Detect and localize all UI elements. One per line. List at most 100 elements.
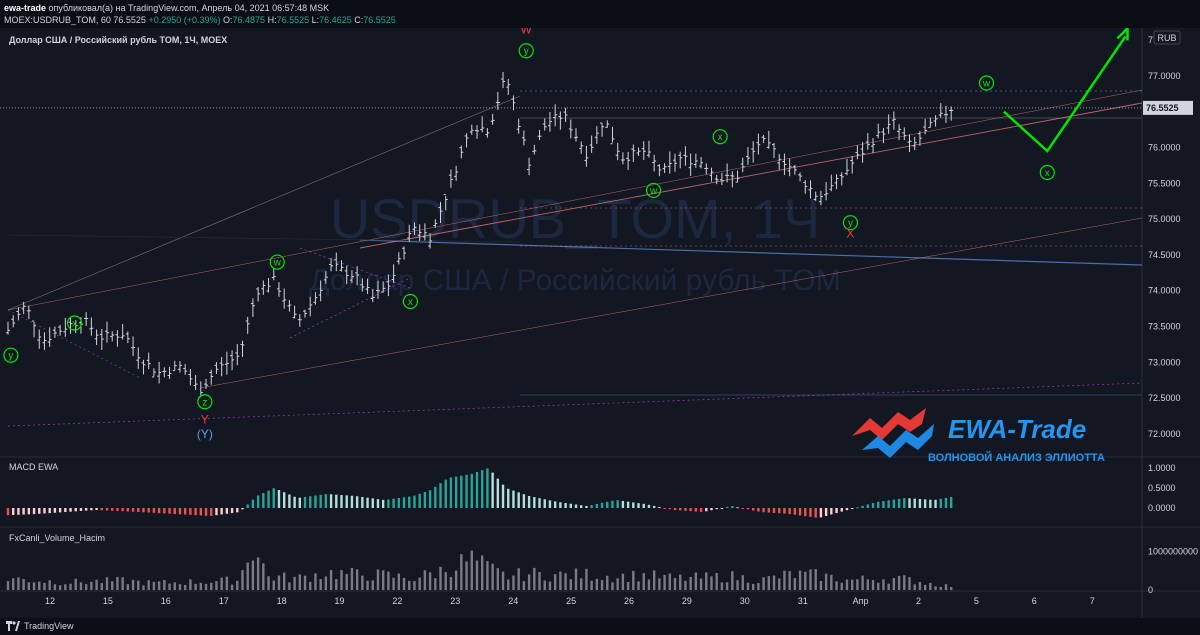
time-tick-label: 18 bbox=[277, 596, 287, 606]
macd-bar bbox=[897, 498, 901, 508]
time-tick-label: 24 bbox=[508, 596, 518, 606]
macd-bar bbox=[767, 508, 771, 513]
volume-bar bbox=[496, 568, 500, 590]
price-tick-label: 73.5000 bbox=[1148, 322, 1181, 332]
macd-bar bbox=[621, 500, 625, 508]
volume-bar bbox=[48, 580, 51, 590]
chart-svg[interactable]: USDRUB_TOM, 1Ч Доллар США / Российский ру… bbox=[0, 7, 1200, 618]
macd-bar bbox=[798, 508, 802, 516]
macd-bar bbox=[564, 503, 567, 508]
time-tick-label: 22 bbox=[392, 596, 402, 606]
macd-bar bbox=[673, 508, 677, 511]
macd-tick-label: 0.0000 bbox=[1148, 503, 1176, 513]
macd-bar bbox=[486, 468, 489, 508]
macd-tick-label: 1.0000 bbox=[1148, 463, 1176, 473]
macd-bar bbox=[376, 499, 380, 508]
macd-bar bbox=[918, 499, 922, 508]
author-name[interactable]: ewa-trade bbox=[4, 3, 47, 13]
macd-bar bbox=[178, 508, 182, 515]
macd-bar bbox=[53, 508, 57, 513]
trend-line bbox=[7, 234, 521, 243]
macd-bar bbox=[309, 496, 312, 508]
macd-bar bbox=[105, 508, 109, 511]
macd-legend: MACD EWA bbox=[9, 462, 59, 472]
volume-bar bbox=[298, 574, 302, 590]
wave-label-circle bbox=[3, 347, 19, 363]
time-tick-label: 2 bbox=[916, 596, 921, 606]
volume-bar bbox=[642, 573, 645, 590]
volume-bar bbox=[350, 567, 354, 590]
volume-bar bbox=[486, 561, 489, 590]
macd-bar bbox=[27, 508, 31, 515]
volume-bar bbox=[173, 582, 176, 590]
macd-bar bbox=[241, 508, 244, 510]
chart-area[interactable]: USDRUB_TOM, 1Ч Доллар США / Российский ру… bbox=[0, 7, 1200, 618]
volume-bar bbox=[43, 582, 46, 590]
volume-bar bbox=[632, 570, 635, 590]
volume-bar bbox=[871, 580, 875, 590]
volume-bar bbox=[923, 584, 927, 590]
volume-bar bbox=[757, 582, 760, 590]
macd-bar bbox=[58, 508, 62, 513]
volume-bar bbox=[512, 575, 515, 590]
wave-label: w bbox=[649, 186, 658, 197]
macd-bar bbox=[850, 508, 854, 509]
wave-label: x bbox=[1045, 168, 1050, 179]
macd-bar bbox=[340, 495, 343, 508]
volume-bar bbox=[53, 584, 57, 590]
wave-label-circle bbox=[645, 182, 662, 199]
macd-bar bbox=[79, 508, 83, 511]
macd-bar bbox=[788, 508, 791, 514]
wave-label: Y bbox=[201, 413, 209, 427]
macd-bar bbox=[470, 473, 473, 508]
wave-label: y bbox=[524, 46, 529, 57]
volume-tick-label: 0 bbox=[1148, 585, 1153, 595]
volume-bar bbox=[517, 568, 520, 590]
trend-line bbox=[359, 239, 1143, 266]
volume-bar bbox=[663, 574, 666, 590]
volume-bar bbox=[251, 560, 255, 590]
volume-tick-label: 1000000000 bbox=[1148, 546, 1198, 556]
volume-bar bbox=[199, 582, 203, 590]
macd-bar bbox=[12, 508, 15, 515]
macd-bar bbox=[454, 476, 458, 508]
macd-bar bbox=[580, 505, 583, 508]
volume-bar bbox=[465, 561, 468, 590]
macd-bar bbox=[298, 497, 302, 508]
volume-bar bbox=[152, 581, 156, 590]
volume-bar bbox=[798, 570, 802, 590]
macd-bar bbox=[444, 479, 447, 508]
volume-bar bbox=[590, 580, 593, 590]
symbol-line: MOEX:USDRUB_TOM, 60 76.5525 +0.2950 (+0.… bbox=[4, 15, 396, 25]
volume-bar bbox=[470, 550, 473, 590]
currency-label: RUB bbox=[1157, 33, 1176, 43]
macd-bar bbox=[574, 504, 578, 508]
macd-bar bbox=[230, 508, 234, 514]
macd-bar bbox=[204, 508, 208, 516]
trend-line bbox=[7, 382, 1143, 427]
macd-bar bbox=[501, 484, 505, 508]
volume-bar bbox=[538, 572, 541, 590]
volume-bar bbox=[210, 582, 213, 590]
volume-bar bbox=[939, 586, 942, 590]
volume-bar bbox=[882, 579, 885, 590]
volume-bar bbox=[38, 581, 41, 590]
volume-bar bbox=[288, 582, 291, 590]
logo-name: EWA-Trade bbox=[948, 414, 1086, 444]
time-tick-label: 15 bbox=[103, 596, 113, 606]
tradingview-logo[interactable]: TradingView bbox=[6, 621, 74, 631]
wave-label-circle bbox=[66, 315, 83, 331]
volume-bar bbox=[689, 576, 692, 590]
macd-bar bbox=[355, 496, 359, 508]
volume-bar bbox=[444, 572, 447, 590]
macd-bar bbox=[705, 508, 708, 512]
volume-bar bbox=[897, 575, 901, 590]
volume-bar bbox=[481, 555, 484, 590]
volume-bar bbox=[710, 576, 713, 590]
macd-bar bbox=[142, 508, 145, 513]
volume-bar bbox=[100, 583, 103, 590]
macd-bar bbox=[402, 497, 406, 508]
open-value: 76.4875 bbox=[232, 15, 266, 25]
volume-bar bbox=[569, 579, 572, 590]
volume-bar bbox=[491, 563, 494, 590]
